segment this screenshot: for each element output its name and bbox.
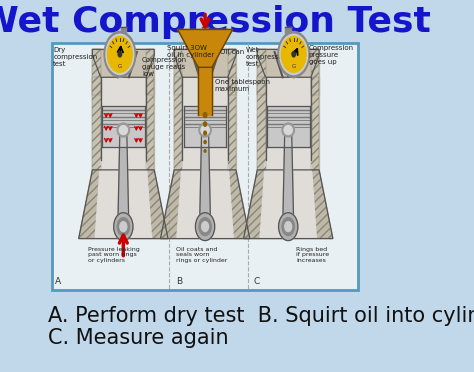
Bar [257, 77, 265, 170]
Text: Compression
pressure
goes up: Compression pressure goes up [309, 45, 354, 65]
Text: Rings bed
if pressure
increases: Rings bed if pressure increases [296, 247, 329, 263]
Text: Squirt 3OW
oil in cylinder: Squirt 3OW oil in cylinder [167, 45, 215, 58]
Circle shape [204, 131, 206, 135]
Ellipse shape [119, 126, 128, 135]
Bar [228, 49, 236, 95]
Bar [202, 28, 208, 35]
Circle shape [279, 213, 298, 241]
Bar [102, 106, 145, 147]
Polygon shape [283, 130, 294, 227]
Polygon shape [118, 130, 129, 227]
Circle shape [204, 150, 206, 152]
Circle shape [195, 213, 215, 241]
Bar [120, 28, 126, 35]
Circle shape [114, 213, 133, 241]
Ellipse shape [201, 126, 209, 135]
Ellipse shape [199, 123, 211, 137]
Circle shape [203, 122, 207, 126]
Bar [198, 67, 212, 115]
Bar [52, 44, 358, 291]
Text: One tablespoon
maximum: One tablespoon maximum [215, 79, 270, 92]
Bar [182, 77, 228, 160]
Circle shape [199, 218, 211, 235]
Circle shape [282, 36, 306, 72]
Polygon shape [92, 49, 154, 77]
Bar [146, 77, 154, 170]
Circle shape [282, 218, 294, 235]
Bar [92, 77, 100, 170]
Bar [311, 77, 319, 170]
Polygon shape [160, 170, 250, 238]
Circle shape [104, 32, 136, 77]
Ellipse shape [284, 126, 292, 135]
Polygon shape [174, 49, 236, 77]
Bar [257, 49, 265, 95]
Text: Pressure leaking
past worn rings
or cylinders: Pressure leaking past worn rings or cyli… [88, 247, 139, 263]
Polygon shape [260, 160, 316, 238]
Bar [174, 77, 182, 170]
Bar [184, 106, 227, 147]
Text: C: C [254, 278, 260, 286]
Bar [174, 49, 182, 95]
Bar [92, 77, 100, 170]
Circle shape [120, 222, 127, 232]
Bar [92, 49, 100, 95]
Text: Dry
compression
test: Dry compression test [53, 47, 98, 67]
Text: G: G [118, 64, 122, 70]
Bar [228, 49, 236, 95]
Ellipse shape [282, 123, 294, 137]
Text: B: B [176, 278, 182, 286]
Text: Wet Compression Test: Wet Compression Test [0, 4, 431, 39]
Bar [257, 77, 265, 170]
Circle shape [108, 36, 132, 72]
Circle shape [292, 52, 295, 57]
Bar [228, 77, 236, 170]
Bar [265, 77, 311, 160]
Bar [267, 106, 310, 147]
Circle shape [118, 52, 122, 57]
Bar [285, 28, 291, 35]
Bar [100, 77, 146, 160]
Bar [311, 49, 319, 95]
Bar [174, 77, 182, 170]
Text: A: A [55, 278, 62, 286]
Bar [257, 49, 265, 95]
Bar [146, 49, 154, 95]
Text: Compression
gauge reads
low: Compression gauge reads low [142, 57, 187, 77]
Circle shape [280, 34, 308, 74]
Polygon shape [257, 49, 319, 77]
Text: Oil can: Oil can [220, 49, 245, 55]
Polygon shape [95, 160, 152, 238]
Circle shape [285, 222, 292, 232]
Bar [311, 49, 319, 95]
Text: G: G [292, 64, 296, 70]
Ellipse shape [117, 123, 129, 137]
Circle shape [203, 113, 207, 118]
Circle shape [204, 140, 206, 144]
Bar [146, 49, 154, 95]
Text: Oil coats and
seals worn
rings or cylinder: Oil coats and seals worn rings or cylind… [176, 247, 228, 263]
Text: A. Perform dry test  B. Squirt oil into cylinder: A. Perform dry test B. Squirt oil into c… [48, 306, 474, 326]
Bar [174, 49, 182, 95]
Polygon shape [79, 170, 168, 238]
Polygon shape [177, 160, 233, 238]
Circle shape [201, 222, 209, 232]
Circle shape [106, 34, 134, 74]
Polygon shape [200, 130, 210, 227]
Bar [146, 77, 154, 170]
Bar [311, 77, 319, 170]
Text: C. Measure again: C. Measure again [48, 328, 228, 348]
Circle shape [117, 218, 129, 235]
Bar [228, 77, 236, 170]
Circle shape [278, 32, 310, 77]
Polygon shape [244, 170, 333, 238]
Bar [92, 49, 100, 95]
Text: Wet
compression
test: Wet compression test [246, 47, 290, 67]
Polygon shape [178, 29, 233, 67]
